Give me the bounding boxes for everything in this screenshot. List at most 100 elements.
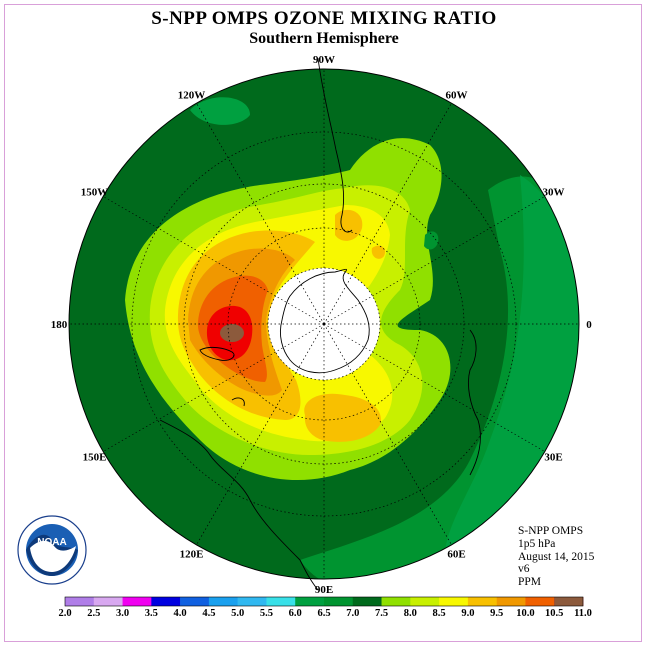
colorbar-label: 8.0: [403, 608, 417, 619]
colorbar-segment-11: [381, 597, 411, 606]
band-9-0-north: [335, 209, 363, 241]
colorbar-outline: [64, 596, 584, 607]
colorbar-segment-2: [122, 597, 152, 606]
meridian--150: [102, 196, 276, 297]
meridian-lines: [69, 69, 579, 579]
colorbar-label: 9.0: [461, 608, 475, 619]
info-units: PPM: [518, 576, 542, 589]
colorbar-label: 4.0: [173, 608, 187, 619]
colorbar-segment-9: [324, 597, 354, 606]
band-9-0-spot: [371, 245, 386, 259]
colorbar-segment-8: [295, 597, 325, 606]
band-6-0-east: [444, 175, 579, 579]
band-9-0-south: [304, 393, 381, 442]
meridian-inner--60: [323, 275, 353, 325]
map-title: S-NPP OMPS OZONE MIXING RATIO: [151, 8, 497, 29]
meridian-inner-120: [295, 323, 325, 373]
colorbar-label: 9.5: [490, 608, 504, 619]
colorbar-label: 3.5: [144, 608, 158, 619]
band-6-5-patch: [424, 231, 439, 250]
meridian-120: [196, 372, 297, 546]
colorbar-segment-10: [352, 597, 382, 606]
colorbar-label: 8.5: [432, 608, 446, 619]
colorbar-label: 10.0: [516, 608, 535, 619]
colorbar-segment-0: [65, 597, 95, 606]
colorbar-segment-13: [439, 597, 469, 606]
coastlines: [159, 57, 481, 591]
meridian--30: [372, 196, 546, 297]
info-instrument: S-NPP OMPS: [518, 525, 584, 537]
colorbar-label: 7.0: [346, 608, 360, 619]
meridian-inner-30: [323, 323, 373, 353]
colorbar-segment-7: [266, 597, 296, 606]
lon-label-150w: 150W: [81, 187, 109, 199]
longitude-labels: 0 30E 60E 90E 120E 150E 180 150W 120W 90W 60W 30W: [51, 54, 593, 596]
colorbar-label: 7.5: [374, 608, 389, 619]
colorbar-segment-14: [467, 597, 497, 606]
colorbar-label: 2.5: [87, 608, 101, 619]
product-info: S-NPP OMPS 1p5 hPa August 14, 2015 v6 PP…: [518, 525, 594, 589]
lon-label-180: 180: [51, 319, 68, 331]
colorbar-label: 6.0: [288, 608, 302, 619]
colorbar: [64, 596, 584, 607]
colorbar-segment-5: [208, 597, 238, 606]
map-subtitle: Southern Hemisphere: [249, 30, 399, 47]
noaa-logo-wing: [30, 540, 76, 572]
meridian-30: [372, 351, 546, 452]
colorbar-label: 5.5: [259, 608, 273, 619]
colorbar-label: 4.5: [202, 608, 216, 619]
info-version: v6: [518, 563, 530, 576]
colorbar-label: 10.5: [545, 608, 564, 619]
colorbar-label: 6.5: [317, 608, 331, 619]
colorbar-label: 2.0: [58, 608, 72, 619]
africa-coast: [467, 329, 481, 476]
australia-coast: [159, 419, 319, 591]
lon-label-120e: 120E: [180, 548, 204, 560]
map-boundary: [68, 68, 580, 580]
colorbar-segment-6: [237, 597, 267, 606]
meridian-inner-150: [275, 323, 325, 353]
band-11-0: [220, 324, 244, 342]
ozone-field: [69, 69, 579, 579]
info-level: 1p5 hPa: [518, 537, 556, 550]
noaa-logo: NOAA: [17, 515, 87, 585]
colorbar-segment-3: [151, 597, 181, 606]
colorbar-labels: 2.0 2.5 3.0 3.5 4.0 4.5 5.0 5.5 6.0 6.5 7.0 7.5 8.0 8…: [0, 608, 648, 622]
lon-label-30w: 30W: [542, 187, 564, 199]
colorbar-label: 5.0: [231, 608, 245, 619]
meridian-inner--30: [323, 295, 373, 325]
new-zealand-coast: [199, 346, 235, 361]
meridian-150: [102, 351, 276, 452]
colorbar-segment-12: [410, 597, 440, 606]
lon-label-30e: 30E: [544, 452, 562, 464]
colorbar-segment-1: [93, 597, 123, 606]
meridian-inner--150: [275, 295, 325, 325]
lon-label-60e: 60E: [447, 548, 465, 560]
colorbar-segment-15: [496, 597, 526, 606]
lon-label-90w: 90W: [313, 54, 335, 66]
lon-label-0: 0: [586, 319, 592, 331]
noaa-logo-text: NOAA: [37, 537, 66, 548]
meridian--120: [196, 102, 297, 276]
colorbar-segment-18: [554, 597, 583, 606]
antarctica-coast: [279, 268, 370, 374]
colorbar-segment-16: [525, 597, 555, 606]
tasmania-coast: [231, 397, 245, 407]
lon-label-120w: 120W: [178, 90, 206, 102]
info-date: August 14, 2015: [518, 550, 595, 563]
meridian--60: [351, 102, 452, 276]
meridian-inner-60: [323, 323, 353, 373]
band-6-0-north: [190, 97, 250, 125]
south-america-coast: [317, 57, 353, 233]
lon-label-150e: 150E: [83, 452, 107, 464]
lon-label-90e: 90E: [315, 584, 333, 596]
colorbar-segment-4: [180, 597, 210, 606]
colorbar-label: 11.0: [574, 608, 592, 619]
lon-label-60w: 60W: [446, 90, 468, 102]
meridian-60: [351, 372, 452, 546]
colorbar-label: 3.0: [115, 608, 130, 619]
south-pole-marker: [322, 322, 326, 326]
figure-frame: [4, 4, 642, 642]
meridian-inner--120: [295, 275, 325, 325]
